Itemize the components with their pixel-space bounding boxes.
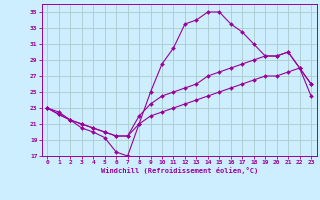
X-axis label: Windchill (Refroidissement éolien,°C): Windchill (Refroidissement éolien,°C) [100, 167, 258, 174]
